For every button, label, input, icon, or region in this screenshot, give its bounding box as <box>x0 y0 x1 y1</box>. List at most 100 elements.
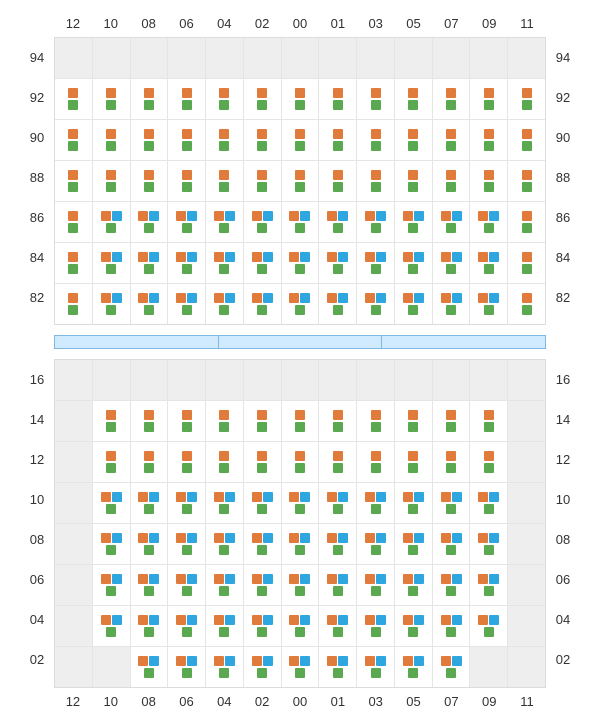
data-cell <box>356 243 394 283</box>
data-cell <box>394 606 432 646</box>
green-square <box>446 305 456 315</box>
row-labels: 1614121008060402 <box>546 359 580 688</box>
orange-square <box>138 574 148 584</box>
orange-square <box>106 129 116 139</box>
blue-square <box>149 492 159 502</box>
green-square <box>333 545 343 555</box>
orange-square <box>408 129 418 139</box>
data-cell <box>281 524 319 564</box>
row-label: 08 <box>546 519 580 559</box>
data-cell <box>130 202 168 242</box>
orange-square <box>478 211 488 221</box>
data-cell <box>92 161 130 201</box>
orange-square <box>138 293 148 303</box>
orange-square <box>295 410 305 420</box>
data-cell <box>243 161 281 201</box>
orange-square <box>68 293 78 303</box>
blue-square <box>263 293 273 303</box>
data-cell <box>469 483 507 523</box>
orange-square <box>295 88 305 98</box>
row-label: 04 <box>20 599 54 639</box>
blue-square <box>149 211 159 221</box>
data-cell <box>55 120 92 160</box>
data-cell <box>356 606 394 646</box>
blue-square <box>225 252 235 262</box>
green-square <box>408 100 418 110</box>
data-cell <box>318 483 356 523</box>
orange-square <box>252 615 262 625</box>
orange-square <box>176 574 186 584</box>
green-square <box>68 223 78 233</box>
blue-square <box>489 615 499 625</box>
orange-square <box>522 170 532 180</box>
green-square <box>522 182 532 192</box>
orange-square <box>138 656 148 666</box>
column-label: 05 <box>395 10 433 37</box>
orange-square <box>138 615 148 625</box>
green-square <box>408 264 418 274</box>
empty-cell <box>281 38 319 78</box>
row-label: 84 <box>20 237 54 277</box>
empty-cell <box>394 360 432 400</box>
green-square <box>408 422 418 432</box>
data-cell <box>507 202 545 242</box>
green-square <box>333 182 343 192</box>
data-cell <box>356 120 394 160</box>
data-cell <box>356 647 394 687</box>
data-cell <box>92 284 130 324</box>
column-label: 08 <box>130 10 168 37</box>
data-cell <box>92 606 130 646</box>
green-square <box>408 668 418 678</box>
orange-square <box>441 211 451 221</box>
orange-square <box>252 293 262 303</box>
green-square <box>446 586 456 596</box>
row-label: 02 <box>546 639 580 679</box>
orange-square <box>403 615 413 625</box>
row-label: 14 <box>546 399 580 439</box>
data-cell <box>243 202 281 242</box>
blue-square <box>376 252 386 262</box>
data-cell <box>205 79 243 119</box>
blue-square <box>225 574 235 584</box>
orange-square <box>365 211 375 221</box>
grid-section: 16141210080604021614121008060402 <box>20 359 580 688</box>
orange-square <box>257 410 267 420</box>
grid-row <box>55 646 545 687</box>
orange-square <box>478 574 488 584</box>
column-label: 11 <box>508 688 546 715</box>
section-divider <box>54 335 546 349</box>
green-square <box>333 305 343 315</box>
column-label: 04 <box>205 10 243 37</box>
green-square <box>333 264 343 274</box>
column-label: 12 <box>54 10 92 37</box>
blue-square <box>225 293 235 303</box>
empty-cell <box>469 38 507 78</box>
green-square <box>333 223 343 233</box>
green-square <box>257 305 267 315</box>
column-label: 09 <box>470 688 508 715</box>
grid-row <box>55 78 545 119</box>
orange-square <box>257 129 267 139</box>
green-square <box>295 627 305 637</box>
orange-square <box>522 252 532 262</box>
green-square <box>371 545 381 555</box>
green-square <box>219 545 229 555</box>
green-square <box>446 668 456 678</box>
orange-square <box>101 533 111 543</box>
blue-square <box>338 211 348 221</box>
data-cell <box>432 120 470 160</box>
orange-square <box>408 451 418 461</box>
blue-square <box>187 615 197 625</box>
green-square <box>219 305 229 315</box>
orange-square <box>68 88 78 98</box>
orange-square <box>478 492 488 502</box>
data-cell <box>167 442 205 482</box>
row-label: 12 <box>546 439 580 479</box>
orange-square <box>252 533 262 543</box>
empty-cell <box>469 647 507 687</box>
green-square <box>182 668 192 678</box>
data-cell <box>205 524 243 564</box>
green-square <box>182 545 192 555</box>
data-cell <box>469 161 507 201</box>
empty-cell <box>55 565 92 605</box>
